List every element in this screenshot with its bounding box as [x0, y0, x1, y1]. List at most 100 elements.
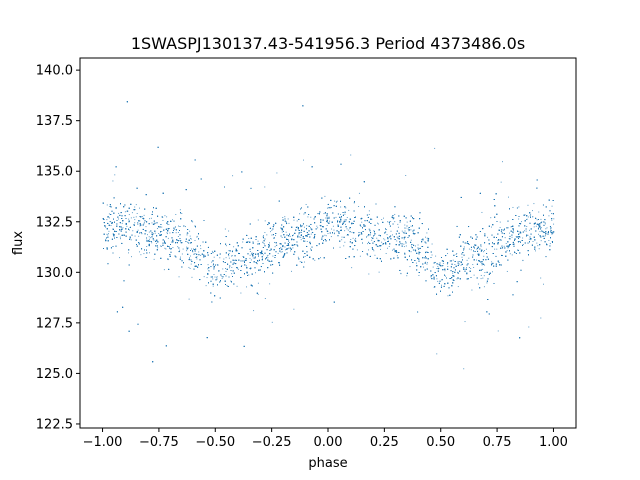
data-point	[510, 226, 512, 228]
data-point	[316, 225, 318, 227]
data-point	[351, 267, 353, 269]
data-point	[284, 216, 286, 218]
data-point	[249, 254, 251, 256]
data-point	[323, 213, 325, 215]
data-point	[299, 213, 301, 215]
data-point	[470, 268, 472, 269]
data-point	[553, 218, 555, 220]
data-point	[326, 225, 328, 226]
data-point	[386, 234, 388, 236]
data-point	[327, 222, 329, 224]
data-point	[186, 233, 188, 235]
data-point	[108, 233, 109, 235]
data-point	[216, 277, 218, 279]
data-point	[266, 234, 268, 236]
data-point	[251, 252, 252, 254]
data-point	[257, 293, 259, 295]
data-point	[162, 220, 164, 221]
data-point	[150, 237, 152, 239]
data-point	[135, 216, 137, 218]
data-point	[245, 258, 247, 260]
data-point	[289, 242, 291, 243]
data-point	[126, 225, 128, 227]
data-point	[257, 282, 259, 284]
data-point	[468, 267, 470, 268]
data-point	[518, 206, 520, 208]
data-point	[417, 244, 419, 246]
data-point	[422, 266, 424, 268]
data-point	[200, 254, 202, 256]
data-point	[234, 259, 236, 261]
data-point	[257, 240, 259, 242]
data-point	[307, 216, 309, 218]
data-point	[368, 273, 370, 275]
data-point	[460, 264, 462, 266]
data-point	[390, 220, 392, 222]
data-point	[109, 221, 111, 223]
data-point	[374, 254, 376, 256]
data-point	[212, 285, 214, 287]
data-point	[481, 211, 483, 213]
data-point	[304, 261, 306, 263]
data-point	[403, 243, 405, 245]
data-point	[481, 264, 483, 266]
data-point	[153, 233, 154, 235]
data-point	[499, 221, 501, 223]
data-point	[499, 226, 501, 228]
data-point	[527, 216, 529, 218]
data-point	[180, 256, 181, 258]
data-point	[280, 251, 282, 253]
data-point	[344, 213, 346, 215]
data-point	[346, 217, 348, 219]
data-point	[297, 226, 299, 228]
data-point	[483, 286, 485, 288]
data-point	[421, 239, 423, 241]
data-point	[487, 236, 489, 238]
data-point	[524, 214, 526, 216]
data-point	[190, 263, 192, 265]
data-point	[497, 330, 499, 332]
data-point	[112, 180, 114, 182]
data-point	[292, 234, 294, 236]
data-point	[280, 246, 282, 248]
data-point	[536, 219, 538, 221]
data-point	[264, 232, 266, 234]
data-point	[491, 271, 493, 273]
data-point	[333, 233, 335, 235]
data-point	[500, 181, 502, 183]
data-point	[249, 257, 251, 259]
data-point	[476, 248, 478, 250]
data-point	[402, 231, 404, 233]
data-point	[459, 261, 461, 262]
data-point	[232, 175, 234, 177]
data-point	[242, 241, 244, 243]
data-point	[529, 215, 531, 217]
data-point	[435, 255, 437, 257]
data-point	[267, 257, 269, 259]
data-point	[405, 241, 407, 242]
data-point	[409, 266, 411, 268]
data-point	[553, 223, 555, 225]
data-point	[515, 236, 517, 238]
data-point	[332, 225, 334, 227]
data-point	[179, 209, 181, 211]
data-point	[145, 226, 147, 228]
data-point	[288, 247, 289, 249]
data-point	[178, 276, 180, 278]
data-point	[139, 207, 140, 209]
data-point	[250, 259, 252, 261]
data-point	[437, 270, 439, 272]
data-point	[115, 208, 117, 210]
data-point	[522, 260, 524, 262]
data-point	[381, 219, 383, 221]
data-point	[172, 219, 173, 221]
data-point	[466, 259, 468, 261]
data-point	[128, 252, 129, 254]
data-point	[340, 213, 342, 215]
data-point	[522, 237, 524, 239]
data-point	[128, 214, 130, 216]
data-point	[285, 221, 287, 223]
data-point	[325, 235, 327, 237]
data-point	[326, 207, 328, 209]
data-point	[518, 233, 520, 235]
